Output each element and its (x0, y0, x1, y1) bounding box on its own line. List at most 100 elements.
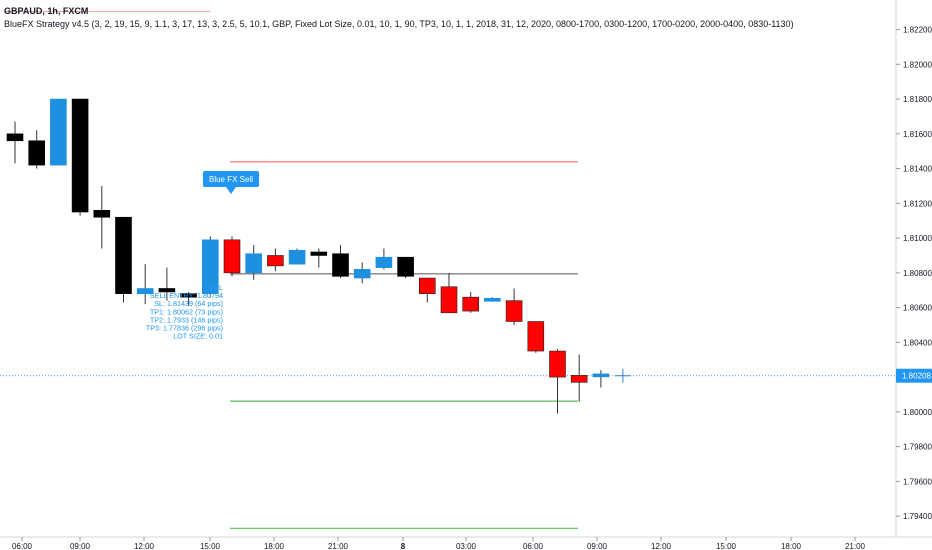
candle-body (397, 256, 414, 277)
candle (267, 248, 284, 272)
time-tick-label: 15:00 (200, 542, 221, 550)
candle-body (28, 140, 46, 166)
price-tick-label: 1.81400 (903, 165, 932, 174)
candle-body (93, 209, 111, 218)
candle-body (245, 253, 262, 274)
time-tick-label: 12:00 (134, 542, 155, 550)
candle (375, 248, 393, 270)
price-tick-label: 1.79400 (903, 512, 932, 521)
candle (570, 354, 588, 402)
current-price-label: 1.80208 (902, 372, 931, 381)
candle (180, 291, 197, 306)
price-axis[interactable]: 1.82200 1.82000 1.81800 1.81600 1.81400 1.812… (895, 0, 932, 537)
symbol-title: GBPAUD, 1h, FXCM (4, 6, 89, 16)
candle-body (158, 288, 176, 293)
candle-body (484, 297, 501, 302)
candle-body (202, 239, 219, 294)
candle (549, 349, 566, 414)
time-axis[interactable]: 06:00 09:00 12:00 15:00 18:00 21:00 8 03:00 06:0… (0, 536, 932, 550)
time-tick-label: 18:00 (781, 542, 802, 550)
candle-body (332, 253, 349, 277)
candle-body (440, 286, 458, 314)
candle-body (50, 98, 67, 166)
trade-info-line: SL: 1.81439 (64 pips) (154, 299, 223, 308)
time-tick-label: 09:00 (70, 542, 91, 550)
candle-body (6, 133, 24, 142)
price-tick-label: 1.81000 (903, 234, 932, 243)
price-tick-label: 1.82000 (903, 60, 932, 69)
time-tick-label: 15:00 (716, 542, 737, 550)
candle (202, 236, 219, 298)
candle (71, 98, 89, 216)
candle (158, 267, 176, 301)
candle (115, 216, 132, 303)
price-tick-label: 1.80000 (903, 408, 932, 417)
candle-body (570, 375, 588, 383)
candle (462, 291, 480, 313)
title-underline (4, 11, 210, 12)
trade-levels (0, 161, 896, 529)
price-tick-label: 1.81800 (903, 95, 932, 104)
time-tick-label: 06:00 (12, 542, 33, 550)
candle-body (115, 216, 132, 294)
candle (93, 185, 111, 249)
candle-body (353, 269, 371, 279)
price-tick-label: 1.79800 (903, 443, 932, 452)
signal-label-pointer (226, 187, 236, 194)
candle-body (549, 350, 566, 378)
candlesticks (6, 98, 631, 414)
signal-label-text: Blue FX Sell (209, 175, 253, 184)
price-tick-label: 1.81600 (903, 130, 932, 139)
price-tick-label: 1.80400 (903, 338, 932, 347)
trade-info-line: SELL (205, 283, 223, 292)
candle-body (71, 98, 89, 213)
candle (136, 264, 154, 305)
price-tick-label: 1.80800 (903, 269, 932, 278)
candle (527, 321, 545, 353)
candle (353, 262, 371, 284)
trade-info-line: TP2: 1.7933 (146 pips) (150, 315, 223, 324)
candle (505, 288, 523, 325)
candle (332, 245, 349, 279)
candle (6, 121, 24, 164)
candle-body (462, 296, 480, 312)
candle (223, 236, 241, 277)
candle (592, 370, 610, 388)
candle-body (505, 300, 523, 322)
candle-body (136, 288, 154, 294)
candle (310, 248, 328, 268)
candle-body (180, 293, 197, 298)
candle-body (375, 256, 393, 268)
study-legend[interactable]: BlueFX Strategy v4.5 (3, 2, 19, 15, 9, 1… (4, 19, 794, 29)
time-tick-label: 8 (401, 542, 406, 550)
candle-body (527, 321, 545, 352)
candle-body (288, 249, 306, 265)
time-tick-label: 12:00 (651, 542, 672, 550)
candle (397, 256, 414, 279)
trade-info-line: SELL ENTRY: 1.80794 (150, 291, 223, 300)
time-tick-label: 06:00 (523, 542, 544, 550)
candle (484, 297, 501, 302)
signal-label-box (203, 171, 259, 187)
candle (50, 98, 67, 166)
candle (288, 248, 306, 265)
trade-info-line: TP3: 1.77836 (296 pips) (146, 324, 223, 333)
time-tick-label: 21:00 (328, 542, 349, 550)
candle-body (267, 255, 284, 267)
price-tick-label: 1.79600 (903, 477, 932, 486)
price-tick-label: 1.82200 (903, 26, 932, 35)
current-price-tag (896, 368, 932, 383)
candle-body (592, 373, 610, 378)
price-tick-label: 1.80600 (903, 304, 932, 313)
candle-body (418, 277, 436, 294)
trade-info-line: LOT SIZE: 0.01 (173, 332, 223, 341)
candle-body (310, 251, 328, 256)
time-tick-label: 21:00 (845, 542, 866, 550)
candle (245, 245, 262, 280)
trade-info-line: TP1: 1.80062 (73 pips) (150, 307, 223, 316)
time-tick-label: 03:00 (456, 542, 477, 550)
candle (418, 277, 436, 303)
time-tick-label: 09:00 (587, 542, 608, 550)
